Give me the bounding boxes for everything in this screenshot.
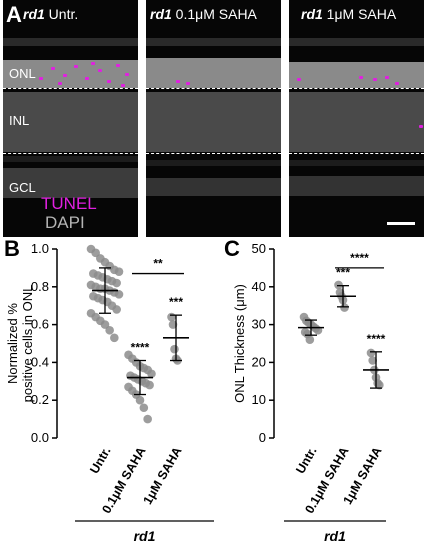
data-point xyxy=(110,333,119,343)
stain-label-dapi: DAPI xyxy=(45,213,85,232)
data-point xyxy=(105,325,114,335)
y-tick-label: 0.2 xyxy=(31,392,49,407)
y-axis-label: ONL Thickness (μm) xyxy=(232,284,247,403)
layer-label-gcl: GCL xyxy=(9,180,36,195)
image-title-untreated: rd1 Untr. xyxy=(23,6,79,22)
y-tick-label: 1.0 xyxy=(31,241,49,256)
data-point xyxy=(100,320,110,329)
y-tick-label: 40 xyxy=(252,279,266,294)
data-point xyxy=(143,414,152,424)
panel-a-letter: A xyxy=(6,2,22,27)
stain-label-tunel: TUNEL xyxy=(41,194,97,213)
data-point xyxy=(135,395,145,405)
data-point xyxy=(145,380,154,390)
image-title-0-1um: rd1 0.1μM SAHA xyxy=(150,6,257,22)
significance-label: *** xyxy=(169,295,183,309)
data-point xyxy=(334,280,343,290)
y-tick-label: 0.6 xyxy=(31,317,49,332)
y-tick-label: 0.4 xyxy=(31,354,49,369)
data-point xyxy=(114,290,124,299)
data-point xyxy=(139,403,149,413)
data-point xyxy=(368,356,377,365)
data-point xyxy=(112,278,121,288)
panel-c-letter: C xyxy=(224,236,240,261)
comparison-label: **** xyxy=(350,251,369,265)
data-point xyxy=(114,267,124,276)
panel-b-letter: B xyxy=(4,236,20,261)
data-point xyxy=(170,344,179,354)
y-tick-label: 30 xyxy=(252,317,266,332)
y-axis-label-line1: Normalized % xyxy=(5,303,20,384)
category-label: Untr. xyxy=(87,445,113,477)
data-point xyxy=(147,369,156,379)
comparison-label: ** xyxy=(153,257,163,271)
image-title-1um: rd1 1μM SAHA xyxy=(301,6,397,22)
significance-label: *** xyxy=(336,266,350,280)
data-point xyxy=(91,248,100,258)
category-label: Untr. xyxy=(293,445,319,477)
y-tick-label: 50 xyxy=(252,241,266,256)
group-label: rd1 xyxy=(324,528,346,544)
image-panel-untreated: rd1 Untr. ONL INL GCL TUNEL DAPI xyxy=(3,0,138,237)
data-point xyxy=(366,348,376,358)
data-point xyxy=(305,335,315,345)
y-tick-label: 10 xyxy=(252,392,266,407)
y-tick-label: 0 xyxy=(259,430,266,445)
y-tick-label: 0.0 xyxy=(31,430,49,445)
image-panel-0-1um: rd1 0.1μM SAHA xyxy=(146,0,281,237)
data-point xyxy=(168,320,178,329)
layer-label-onl: ONL xyxy=(9,66,36,81)
layer-label-inl: INL xyxy=(9,113,30,128)
scale-bar xyxy=(387,222,415,225)
y-tick-label: 20 xyxy=(252,354,266,369)
group-label: rd1 xyxy=(134,528,156,544)
significance-label: **** xyxy=(131,341,150,355)
data-point xyxy=(112,305,121,314)
image-panel-1um: rd1 1μM SAHA xyxy=(289,0,424,237)
y-tick-label: 0.8 xyxy=(31,279,49,294)
y-axis-label-line2: positive cells in ONL xyxy=(20,285,35,403)
data-point xyxy=(340,303,349,312)
data-point xyxy=(167,312,176,322)
chart-b: 0.0 0.2 0.4 0.6 0.8 1.0 Normalized % positive c… xyxy=(5,241,214,544)
significance-label: **** xyxy=(367,332,386,346)
data-point xyxy=(375,380,384,390)
